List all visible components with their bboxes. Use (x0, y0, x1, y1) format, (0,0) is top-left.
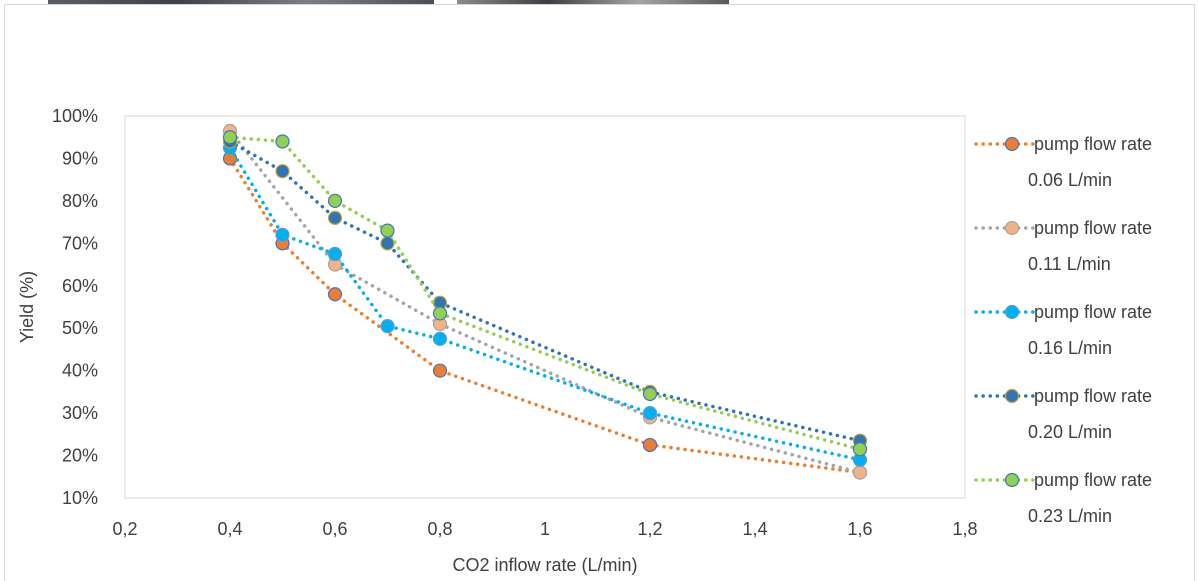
legend-label-line1: pump flow rate (1034, 134, 1152, 154)
data-point (275, 164, 290, 179)
data-point (432, 363, 448, 378)
x-tick-label: 0,2 (112, 519, 137, 539)
y-tick-label: 20% (62, 446, 98, 466)
legend-label-line2: 0.06 L/min (1028, 170, 1112, 190)
data-point (432, 306, 448, 321)
data-point (327, 193, 343, 208)
data-point (642, 386, 658, 402)
x-axis-title: CO2 inflow rate (L/min) (452, 555, 637, 575)
x-tick-label: 1,6 (847, 519, 872, 539)
data-point (642, 406, 658, 421)
axes (124, 115, 966, 499)
y-tick-label: 50% (62, 318, 98, 338)
legend-label-line2: 0.11 L/min (1028, 254, 1111, 274)
series-3 (222, 140, 868, 467)
data-point (222, 130, 238, 145)
legend-label-line1: pump flow rate (1034, 470, 1152, 490)
y-axis-title: Yield (%) (17, 271, 37, 343)
y-tick-label: 80% (62, 191, 98, 211)
legend-label-line2: 0.20 L/min (1028, 422, 1112, 442)
legend-marker (1004, 388, 1020, 404)
y-tick-label: 40% (62, 361, 98, 381)
data-point (327, 210, 343, 225)
legend-label-line1: pump flow rate (1034, 386, 1152, 406)
series-line (228, 129, 862, 475)
x-tick-label: 0,8 (427, 519, 452, 539)
series-1 (222, 151, 868, 480)
data-point (642, 437, 658, 453)
y-tick-label: 90% (62, 148, 98, 168)
x-tick-label: 0,4 (217, 519, 242, 539)
legend-label-line2: 0.23 L/min (1028, 506, 1112, 526)
legend-entry-1: pump flow rate 0.06 L/min (974, 134, 1152, 190)
series-line (228, 146, 862, 462)
legend-label-line1: pump flow rate (1034, 302, 1152, 322)
data-point (327, 246, 343, 262)
legend-label-line1: pump flow rate (1034, 218, 1152, 238)
series-layer (222, 123, 868, 480)
plot-area-border (124, 115, 966, 499)
x-tick-label: 1 (540, 519, 550, 539)
legend-entry-5: pump flow rate 0.23 L/min (974, 470, 1152, 526)
x-tick-label: 0,6 (322, 519, 347, 539)
legend-entry-2: pump flow rate 0.11 L/min (974, 218, 1152, 274)
legend-entry-3: pump flow rate 0.16 L/min (974, 302, 1152, 358)
series-line (228, 139, 862, 443)
legend-marker (1004, 220, 1020, 236)
data-point (275, 134, 290, 149)
y-tick-label: 10% (62, 488, 98, 508)
data-point (852, 465, 868, 480)
tick-labels: 0,2 0,4 0,6 0,8 1 1,2 1,4 1,6 1,8 10% 20% 30% 40% 50%… (52, 106, 978, 539)
y-tick-label: 70% (62, 233, 98, 253)
y-tick-label: 30% (62, 403, 98, 423)
legend-marker (1004, 472, 1020, 488)
series-line (228, 156, 862, 475)
x-tick-label: 1,2 (637, 519, 662, 539)
y-tick-label: 100% (52, 106, 98, 126)
data-point (327, 287, 343, 302)
x-tick-label: 1,4 (742, 519, 767, 539)
photo-strip-right (457, 0, 729, 4)
data-point (380, 236, 395, 251)
data-point (432, 331, 448, 346)
series-line (228, 135, 862, 451)
data-point (852, 442, 868, 457)
data-point (380, 319, 395, 334)
legend-label-line2: 0.16 L/min (1028, 338, 1112, 358)
legend-entry-4: pump flow rate 0.20 L/min (974, 386, 1152, 442)
data-point (275, 227, 290, 242)
data-point (380, 223, 395, 238)
legend: pump flow rate 0.06 L/min pump flow rate 0.… (974, 134, 1152, 526)
legend-marker (1004, 304, 1020, 320)
series-5 (222, 130, 868, 457)
x-tick-label: 1,8 (952, 519, 977, 539)
legend-marker (1004, 136, 1020, 152)
photo-strip-left (48, 0, 434, 4)
chart-frame (4, 4, 1195, 581)
y-tick-label: 60% (62, 276, 98, 296)
